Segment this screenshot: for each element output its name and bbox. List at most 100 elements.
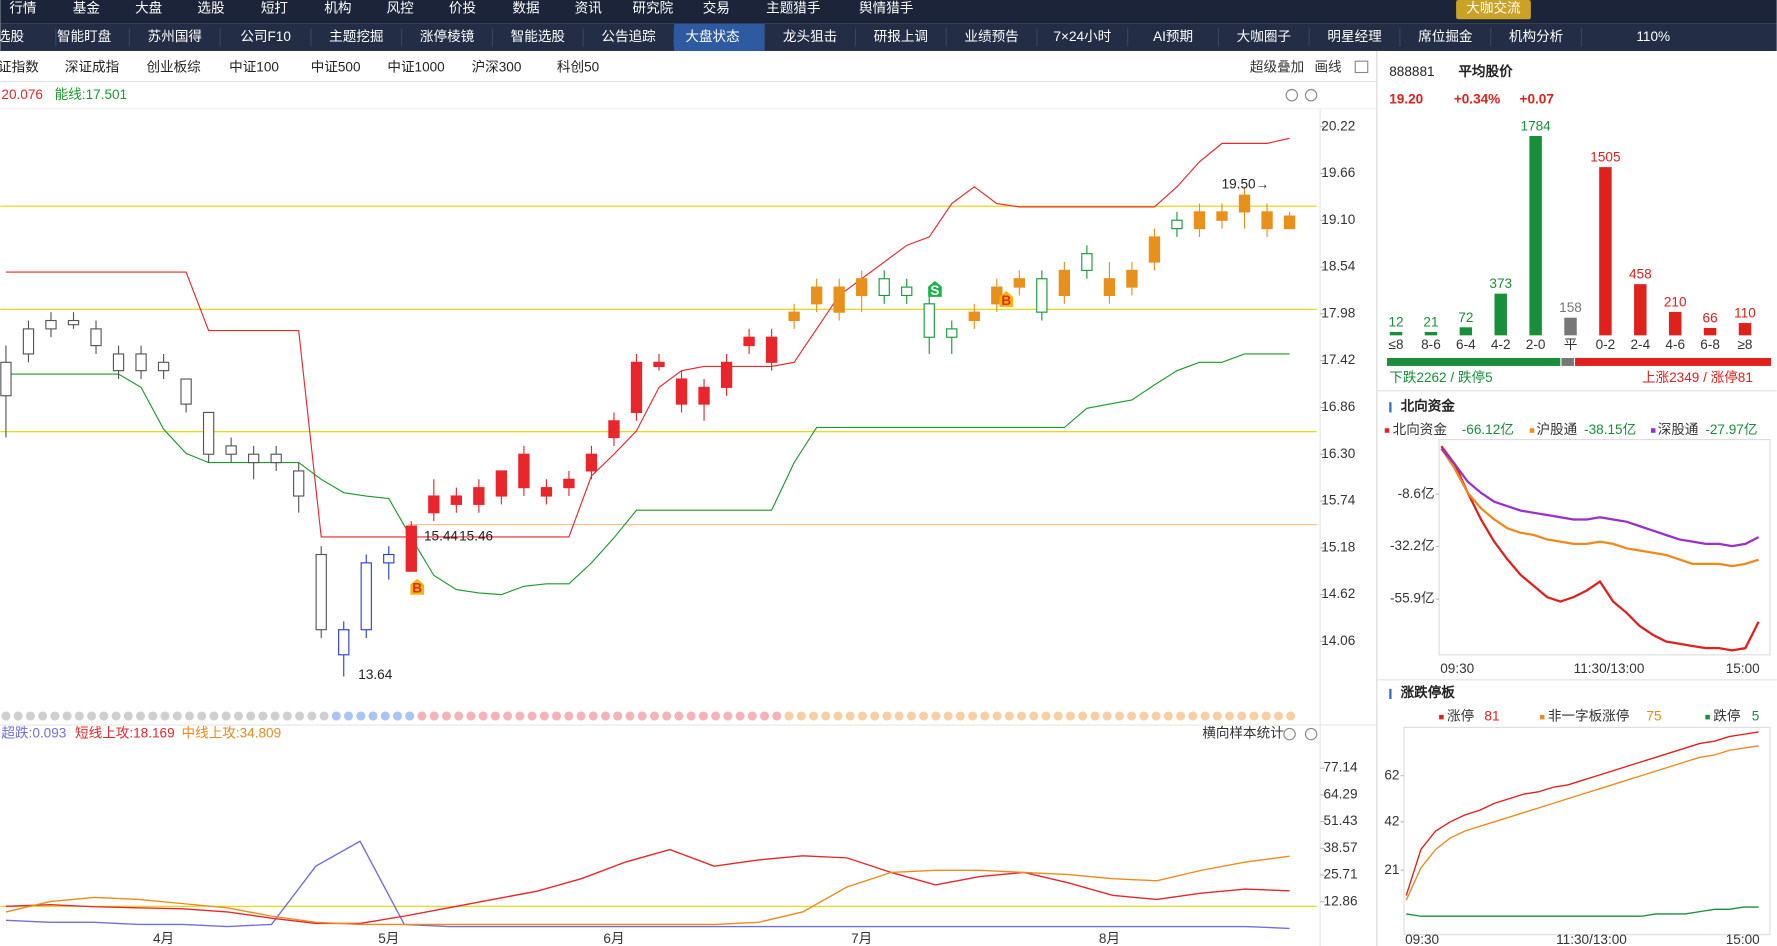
menu-item[interactable]: 数据 xyxy=(512,1,539,16)
band-line xyxy=(5,353,1290,596)
status-dot xyxy=(38,711,48,721)
menu-item[interactable]: 基金 xyxy=(73,0,101,16)
tab[interactable]: 公告追踪 xyxy=(601,29,656,44)
tab[interactable]: 苏州国得 xyxy=(148,28,202,44)
zoom-level[interactable]: 110% xyxy=(1636,29,1670,44)
tab[interactable]: 机构分析 xyxy=(1509,29,1563,44)
help-icon[interactable] xyxy=(1304,88,1318,102)
help-icon[interactable] xyxy=(1283,727,1296,741)
bar-value: 110 xyxy=(1734,306,1756,321)
status-dot xyxy=(1004,711,1014,721)
exchange-button[interactable] xyxy=(1456,0,1531,20)
menu-item[interactable]: 机构 xyxy=(324,1,351,16)
settings-icon[interactable] xyxy=(1304,727,1318,741)
tab[interactable]: 涨停棱镜 xyxy=(420,28,475,44)
menu-item[interactable]: 交易 xyxy=(703,0,730,16)
status-dot xyxy=(625,711,635,721)
legend-value: -38.15亿 xyxy=(1584,422,1636,437)
status-dot xyxy=(13,711,23,721)
candle-body xyxy=(946,328,958,338)
menu-item[interactable]: 价投 xyxy=(449,1,477,16)
series-line xyxy=(1440,447,1760,548)
candle-body xyxy=(202,411,215,455)
series-line xyxy=(1440,447,1759,568)
candle-body xyxy=(1126,269,1138,288)
menu-item[interactable]: 主题猎手 xyxy=(766,1,820,16)
index-tab[interactable]: 中证1000 xyxy=(387,60,445,75)
bar xyxy=(1738,323,1752,336)
status-dot xyxy=(784,711,794,721)
index-tab[interactable]: 中证500 xyxy=(311,60,361,75)
status-dot xyxy=(955,711,965,721)
bar-value: 373 xyxy=(1489,276,1512,291)
exchange-button-label[interactable]: 大咖交流 xyxy=(1466,0,1521,16)
tab[interactable]: 选股 xyxy=(0,29,24,44)
candle-body xyxy=(360,562,372,631)
menu-item[interactable]: 研究院 xyxy=(632,1,673,16)
candle-body xyxy=(675,378,688,405)
tab[interactable]: 业绩预告 xyxy=(964,29,1018,44)
tab[interactable]: 主题挖掘 xyxy=(329,29,383,44)
tab[interactable]: 席位掘金 xyxy=(1418,29,1473,44)
legend-value: 5 xyxy=(1752,709,1760,724)
tab[interactable]: 7×24小时 xyxy=(1053,29,1111,44)
status-dot xyxy=(184,711,195,721)
status-dot xyxy=(1273,711,1283,721)
candle-body xyxy=(495,470,508,497)
section-mark xyxy=(1389,402,1392,413)
status-dot xyxy=(539,711,549,721)
index-tab[interactable]: 中证100 xyxy=(229,60,279,75)
x-tick-label: 6月 xyxy=(603,931,624,946)
menu-item[interactable]: 选股 xyxy=(197,1,225,16)
menu-item[interactable]: 风控 xyxy=(387,1,415,16)
tab[interactable]: 明星经理 xyxy=(1327,29,1382,44)
tab[interactable]: 龙头狙击 xyxy=(783,29,837,44)
candle-body xyxy=(518,453,530,489)
index-tab[interactable]: 沪深300 xyxy=(472,60,522,75)
y-tick-label: 20.22 xyxy=(1321,118,1355,133)
menu-item[interactable]: 短打 xyxy=(261,0,289,16)
menu-item[interactable]: 大盘 xyxy=(135,0,162,16)
index-tab[interactable]: 深证成指 xyxy=(65,60,119,75)
index-tab[interactable]: 科创50 xyxy=(557,60,600,75)
tab[interactable]: 公司F10 xyxy=(240,29,291,44)
tab[interactable]: 智能盯盘 xyxy=(57,28,111,44)
candle-body xyxy=(901,286,913,297)
tab[interactable]: 大盘状态 xyxy=(685,28,739,44)
chart-tool[interactable]: 超级叠加 xyxy=(1250,60,1304,75)
index-tab[interactable]: 证指数 xyxy=(0,60,39,75)
index-tab[interactable]: 创业板综 xyxy=(146,60,201,75)
status-dot xyxy=(1237,711,1247,721)
legend-value: 75 xyxy=(1646,709,1661,724)
status-dot xyxy=(1127,711,1137,721)
menu-item[interactable]: 行情 xyxy=(9,1,36,16)
series-line xyxy=(1405,745,1759,901)
status-dot xyxy=(808,711,819,721)
chart-tool[interactable]: 画线 xyxy=(1314,60,1342,75)
menu-item[interactable]: 舆情猎手 xyxy=(859,1,913,16)
tab[interactable]: 大咖圈子 xyxy=(1237,29,1291,44)
status-dot xyxy=(1114,711,1124,721)
status-dot xyxy=(1065,711,1075,721)
status-dot xyxy=(160,711,170,721)
status-dot xyxy=(405,711,415,721)
series-line xyxy=(1405,731,1759,896)
status-dot xyxy=(1041,711,1051,721)
layout-icon[interactable] xyxy=(1354,60,1369,74)
menu-item[interactable]: 资讯 xyxy=(575,1,603,16)
candle-body xyxy=(788,311,800,322)
status-dot xyxy=(1212,711,1222,721)
status-dot xyxy=(711,711,721,721)
tab[interactable]: 研报上调 xyxy=(874,29,928,44)
settings-icon[interactable] xyxy=(1285,88,1299,102)
candle-body xyxy=(1081,253,1093,271)
stat-label[interactable]: 横向样本统计 xyxy=(1202,726,1284,741)
bar xyxy=(1424,331,1438,336)
bar-category: 4-6 xyxy=(1665,337,1685,352)
status-dot xyxy=(1286,711,1296,721)
tab[interactable]: 智能选股 xyxy=(511,29,566,44)
candle-body xyxy=(765,336,778,363)
status-dot xyxy=(552,711,562,721)
status-dot xyxy=(148,711,158,721)
tab[interactable]: AI预期 xyxy=(1153,29,1193,44)
